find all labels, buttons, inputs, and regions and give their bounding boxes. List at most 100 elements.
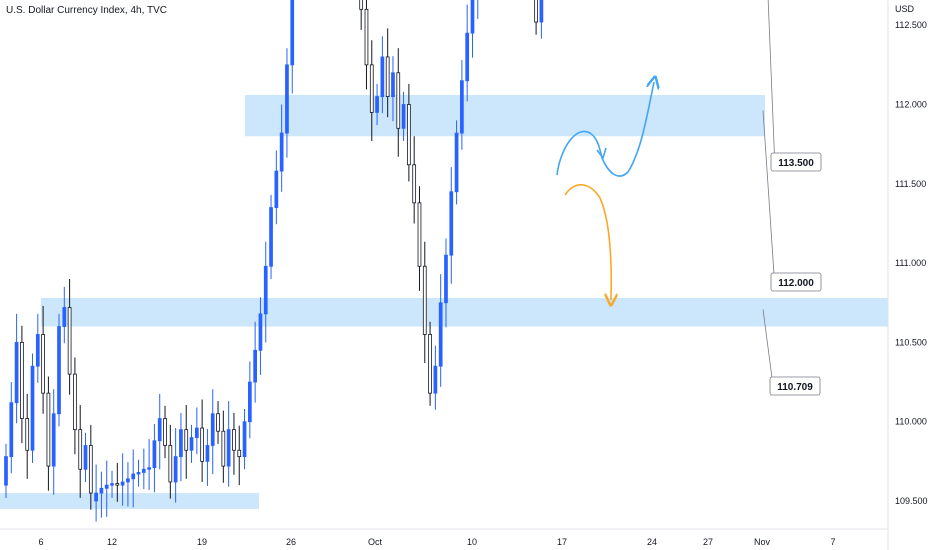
- zone-rect-1[interactable]: [245, 94, 765, 137]
- x-tick-label: 26: [286, 537, 296, 547]
- candle-body: [385, 56, 390, 97]
- y-tick-label: 112.000: [895, 100, 927, 110]
- y-tick-label: 112.500: [895, 20, 927, 30]
- candle-body: [25, 418, 30, 451]
- candle-body: [4, 456, 8, 486]
- x-tick-label: 24: [647, 537, 657, 547]
- candle-body: [391, 72, 395, 97]
- candle-body: [179, 429, 183, 457]
- price-axis[interactable]: USD 115.500115.000114.500114.000113.5001…: [887, 0, 928, 550]
- candle-body: [470, 0, 475, 34]
- candle-body: [41, 334, 45, 394]
- candle-body: [407, 104, 411, 166]
- bullish-projection-arrow[interactable]: [556, 82, 654, 177]
- candle-body: [369, 64, 374, 113]
- candle-body: [539, 0, 544, 23]
- bearish-projection-arrow[interactable]: [564, 184, 611, 300]
- candle-body: [67, 307, 72, 375]
- candle-body: [20, 341, 24, 419]
- candle-body: [46, 392, 51, 467]
- x-tick-label: 10: [467, 537, 477, 547]
- level-label-text: 113.500: [778, 158, 814, 169]
- candle-body: [120, 481, 125, 486]
- x-tick-label: Oct: [368, 537, 383, 547]
- candle-body: [237, 449, 242, 457]
- candle-body: [274, 170, 279, 208]
- candle-body: [417, 202, 422, 267]
- candle-body: [216, 413, 220, 432]
- candle-body: [83, 445, 88, 470]
- zone-rect-2[interactable]: [41, 297, 888, 327]
- candle-body: [375, 96, 379, 113]
- y-tick-label: 111.000: [895, 258, 926, 268]
- candle-body: [9, 402, 14, 457]
- candle-body: [460, 80, 464, 134]
- y-tick-label: 111.500: [895, 179, 926, 189]
- candle-body: [152, 440, 157, 469]
- candles: [4, 0, 544, 522]
- candle-body: [242, 421, 247, 457]
- candle-body: [14, 341, 19, 404]
- candle-body: [534, 0, 538, 23]
- candle-body: [433, 365, 438, 394]
- candle-body: [62, 307, 67, 327]
- candle-body: [94, 492, 98, 502]
- candle-body: [226, 429, 231, 467]
- candle-body: [422, 265, 427, 335]
- candle-body: [73, 373, 77, 431]
- candle-body: [364, 8, 369, 66]
- level-label-box[interactable]: [769, 376, 821, 396]
- candle-body: [110, 483, 114, 486]
- candle-body: [454, 132, 459, 193]
- level-pointer: [767, 0, 776, 170]
- candle-body: [35, 334, 40, 367]
- candle-body: [88, 445, 93, 494]
- candle-body: [194, 427, 199, 438]
- candle-body: [126, 478, 130, 483]
- candle-body: [221, 430, 226, 467]
- x-tick-label: 7: [830, 537, 835, 547]
- y-tick-label: 109.500: [895, 496, 928, 506]
- candle-body: [141, 468, 146, 473]
- candle-body: [444, 254, 448, 304]
- x-tick-label: Nov: [754, 537, 771, 547]
- projection-arrows[interactable]: [556, 82, 654, 300]
- candle-body: [465, 32, 470, 82]
- candle-body: [184, 429, 189, 451]
- candle-body: [247, 381, 252, 423]
- candle-body: [263, 265, 268, 315]
- candle-body: [396, 72, 401, 129]
- bullish-pullback-arrowhead: [596, 147, 607, 160]
- candle-body: [232, 429, 236, 451]
- candle-body: [78, 429, 83, 470]
- x-tick-label: 12: [107, 537, 117, 547]
- x-tick-label: 19: [197, 537, 207, 547]
- candle-body: [173, 456, 178, 483]
- support-resistance-zones[interactable]: [0, 0, 888, 509]
- candle-body: [147, 467, 151, 470]
- y-tick-label: 110.000: [895, 417, 927, 427]
- candle-body: [210, 413, 215, 446]
- level-label-box[interactable]: [770, 152, 822, 172]
- time-axis[interactable]: 6 12 19 26 Oct 10 17 24 27 Nov 7: [0, 528, 888, 547]
- candle-body: [30, 365, 35, 451]
- level-label-box[interactable]: [770, 272, 822, 292]
- candle-body: [412, 164, 417, 204]
- level-label-text: 112.000: [778, 278, 814, 289]
- candle-body: [51, 413, 56, 467]
- candle-body: [163, 418, 167, 446]
- candle-body: [205, 445, 210, 462]
- candle-body: [269, 207, 273, 267]
- level-pointer: [762, 110, 776, 290]
- candle-body: [279, 132, 284, 172]
- candle-body: [189, 437, 194, 451]
- candle-body: [285, 64, 289, 134]
- x-tick-label: 6: [38, 537, 43, 547]
- candle-body: [359, 0, 364, 10]
- candle-body: [104, 484, 109, 489]
- candle-body: [258, 313, 263, 351]
- candle-body: [200, 427, 204, 462]
- x-tick-label: 17: [557, 537, 567, 547]
- zone-rect-3[interactable]: [0, 493, 259, 509]
